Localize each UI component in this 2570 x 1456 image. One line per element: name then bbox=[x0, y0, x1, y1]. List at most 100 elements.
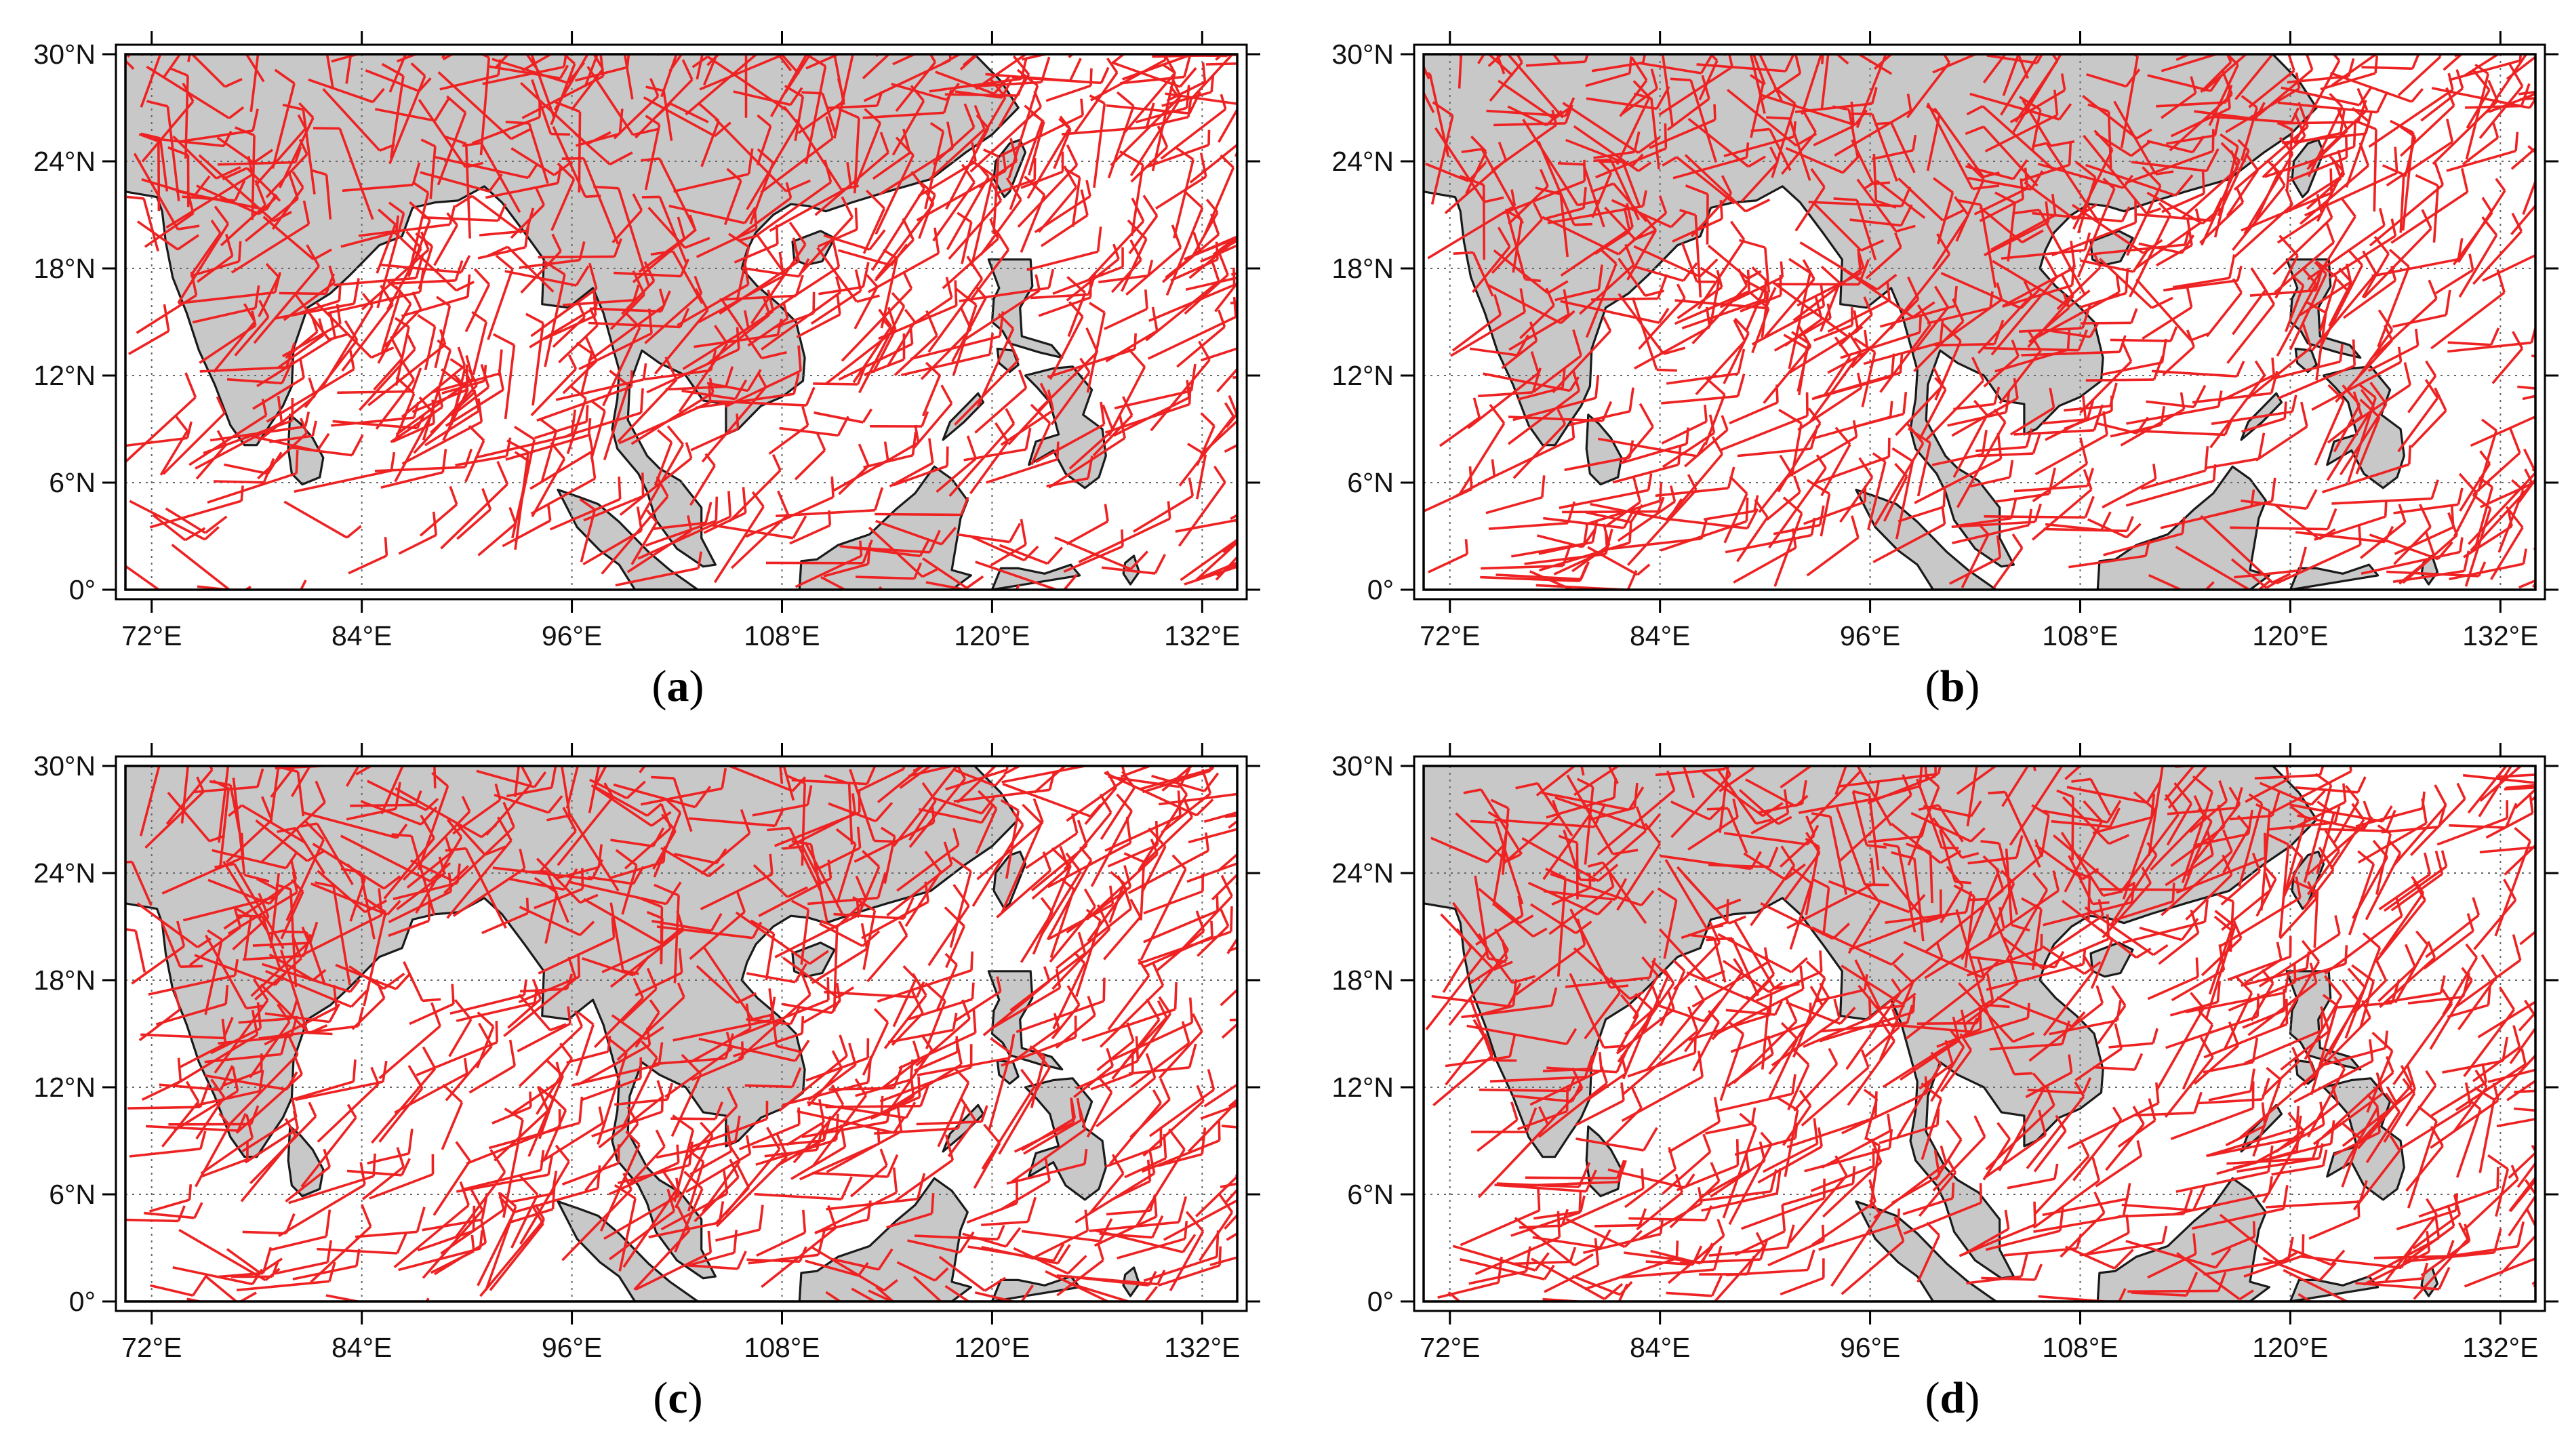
wind-barb bbox=[1721, 175, 1733, 195]
wind-barb bbox=[866, 274, 879, 288]
wind-barb bbox=[2151, 296, 2173, 309]
wind-barb bbox=[1736, 373, 1746, 397]
wind-barb bbox=[1272, 204, 1273, 221]
wind-barb bbox=[702, 0, 711, 12]
wind-barb bbox=[254, 285, 260, 308]
wind-vector bbox=[1194, 541, 1237, 582]
wind-vector bbox=[2454, 54, 2465, 58]
wind-barb bbox=[2013, 378, 2019, 399]
wind-vector bbox=[617, 188, 650, 286]
wind-barb bbox=[234, 180, 246, 201]
landmass-10 bbox=[2289, 563, 2380, 590]
wind-barb bbox=[943, 841, 953, 865]
wind-vector bbox=[975, 561, 1060, 590]
wind-vector bbox=[754, 1192, 842, 1200]
wind-barb bbox=[547, 795, 563, 813]
wind-vector bbox=[227, 891, 298, 935]
wind-vector bbox=[1121, 239, 1148, 292]
wind-vector bbox=[466, 1125, 561, 1165]
wind-vector bbox=[949, 870, 972, 948]
wind-barb bbox=[563, 54, 567, 67]
wind-barb bbox=[2169, 326, 2178, 342]
wind-vector bbox=[619, 457, 693, 517]
wind-barb bbox=[570, 409, 577, 436]
wind-barb bbox=[1803, 111, 1817, 134]
wind-barb bbox=[186, 190, 195, 214]
wind-vector bbox=[1010, 1027, 1060, 1064]
wind-barb bbox=[2174, 174, 2194, 197]
wind-vector bbox=[2280, 1030, 2330, 1071]
wind-barb bbox=[2235, 19, 2236, 35]
wind-vector bbox=[218, 1035, 292, 1045]
wind-barb bbox=[542, 260, 565, 276]
wind-barb bbox=[388, 201, 405, 215]
wind-vector bbox=[2268, 821, 2335, 831]
wind-vector bbox=[1495, 573, 1582, 581]
wind-vector bbox=[1727, 89, 1797, 146]
wind-barb bbox=[277, 826, 296, 833]
lon-tick-label: 120°E bbox=[954, 620, 1030, 651]
wind-vector bbox=[2229, 901, 2234, 952]
wind-vector bbox=[1186, 862, 1237, 883]
wind-barb bbox=[806, 785, 813, 805]
wind-vector bbox=[2522, 178, 2535, 216]
wind-barb bbox=[184, 372, 197, 398]
wind-vector bbox=[302, 109, 316, 195]
wind-vector bbox=[1969, 92, 2060, 121]
wind-barb bbox=[930, 1192, 935, 1214]
wind-barb bbox=[452, 373, 469, 390]
wind-vector bbox=[1691, 285, 1748, 345]
wind-vector bbox=[2317, 828, 2387, 832]
wind-vector bbox=[316, 823, 354, 885]
wind-barb bbox=[1946, 866, 1964, 887]
wind-vector bbox=[433, 1160, 471, 1216]
wind-barb bbox=[874, 487, 884, 511]
wind-vector bbox=[127, 1106, 201, 1110]
wind-barb bbox=[524, 225, 530, 248]
wind-barb bbox=[1084, 1209, 1089, 1231]
wind-barb bbox=[256, 878, 279, 891]
lon-tick-label: 120°E bbox=[954, 1332, 1030, 1363]
wind-barb bbox=[2152, 944, 2169, 956]
wind-vector bbox=[1002, 782, 1091, 817]
wind-barb bbox=[1937, 766, 1942, 775]
wind-vector bbox=[1681, 242, 1698, 283]
wind-barb bbox=[2446, 1240, 2455, 1257]
wind-vector bbox=[2268, 770, 2352, 815]
wind-vector bbox=[1916, 778, 1943, 849]
wind-vector bbox=[1814, 988, 1866, 1003]
wind-barb bbox=[2257, 579, 2272, 590]
wind-barb bbox=[469, 0, 479, 7]
wind-barb bbox=[740, 809, 751, 834]
wind-vector bbox=[1661, 420, 1707, 445]
wind-vector bbox=[2084, 1232, 2129, 1256]
wind-barb bbox=[940, 527, 957, 546]
wind-vector bbox=[1030, 1230, 1089, 1260]
wind-vector bbox=[2101, 361, 2163, 376]
wind-vector bbox=[778, 1055, 848, 1112]
wind-vector bbox=[575, 1024, 595, 1076]
wind-vector bbox=[2494, 841, 2531, 937]
wind-barb bbox=[2415, 328, 2420, 346]
wind-barb bbox=[2479, 450, 2491, 465]
wind-vector bbox=[945, 127, 990, 210]
wind-barb bbox=[2058, 103, 2072, 121]
wind-barb bbox=[857, 1261, 869, 1276]
wind-vector bbox=[511, 461, 531, 539]
wind-vector bbox=[1932, 1135, 1986, 1192]
wind-vector bbox=[517, 1022, 571, 1053]
wind-barb bbox=[753, 211, 758, 229]
wind-barb bbox=[177, 1057, 182, 1082]
wind-vector bbox=[893, 464, 948, 487]
wind-barb bbox=[694, 288, 709, 311]
wind-barb bbox=[536, 1086, 549, 1112]
wind-vector bbox=[1622, 426, 1654, 464]
landmass-5 bbox=[798, 465, 972, 590]
wind-vector bbox=[1030, 1055, 1046, 1109]
wind-vector bbox=[1708, 1246, 1788, 1257]
wind-barb bbox=[2249, 1068, 2255, 1092]
wind-vector bbox=[878, 586, 885, 590]
wind-barb bbox=[209, 834, 226, 843]
wind-vector bbox=[1719, 1033, 1745, 1101]
wind-vector bbox=[380, 291, 402, 352]
